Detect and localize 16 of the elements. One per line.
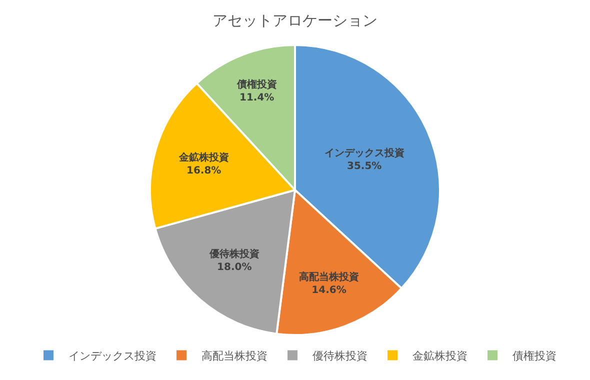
legend-label: 債権投資 (512, 350, 556, 363)
legend-label: 金鉱株投資 (412, 350, 468, 363)
slice-label: 高配当株投資 (299, 270, 360, 283)
legend-label: インデックス投資 (68, 350, 156, 363)
slice-label: 優待株投資 (208, 248, 260, 260)
data-label: 16.8% (186, 165, 222, 176)
slice-label: インデックス投資 (324, 147, 404, 160)
data-label: 18.0% (217, 262, 252, 273)
data-label: 35.5% (346, 161, 382, 172)
slice-label: 債権投資 (236, 78, 277, 90)
legend-label: 高配当株投資 (202, 350, 268, 363)
data-label: 11.4% (240, 92, 274, 104)
legend-label: 優待株投資 (312, 350, 368, 363)
slice-label: 金鉱株投資 (178, 151, 229, 164)
chart-title: アセットアロケーション (212, 12, 378, 30)
data-label: 14.6% (312, 284, 346, 296)
